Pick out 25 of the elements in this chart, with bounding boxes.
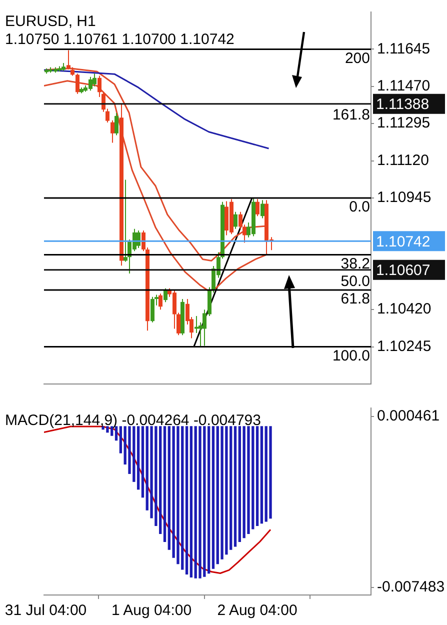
y-tick-label: 1.10945 — [377, 189, 432, 206]
ref-line-label: 1.10742 — [376, 233, 430, 250]
text: 1.10750 1.10761 1.10700 1.10742 — [5, 31, 234, 48]
y-tick-label: 0.000461 — [377, 408, 440, 425]
y-tick-label: 1.10245 — [377, 338, 432, 355]
annotation: 50.0 — [340, 273, 370, 290]
x-tick-label: 2 Aug 04:00 — [217, 602, 298, 620]
ref-line-label: 1.11388 — [376, 96, 430, 113]
annotation: 38.2 — [340, 255, 370, 272]
annotation: 100.0 — [332, 347, 370, 364]
y-tick-label: 1.11295 — [377, 114, 430, 132]
chart-title: MACD(21,144,9) -0.004264 -0.004793 — [5, 412, 261, 429]
annotation: 61.8 — [340, 290, 370, 308]
y-tick-label: 1.11120 — [377, 152, 429, 169]
y-tick-label: -0.007483 — [377, 578, 445, 596]
y-tick-label: 1.11470 — [377, 78, 430, 95]
annotation: 200 — [344, 50, 370, 67]
y-tick-label: 1.10420 — [377, 300, 432, 318]
x-tick-label: 1 Aug 04:00 — [111, 602, 192, 620]
ref-line-label: 1.10607 — [376, 262, 430, 279]
annotation: 161.8 — [332, 106, 370, 124]
chart-title: EURUSD, H1 — [5, 13, 96, 30]
y-tick-label: 1.11645 — [377, 40, 430, 58]
annotation: 0.0 — [349, 198, 370, 216]
x-tick-label: 31 Jul 04:00 — [4, 602, 87, 620]
